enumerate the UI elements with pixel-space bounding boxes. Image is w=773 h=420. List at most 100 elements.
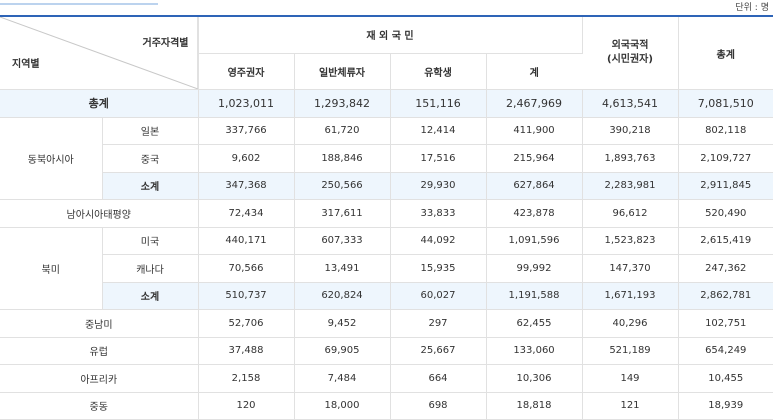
cell: 2,467,969 xyxy=(486,89,583,118)
table-row: 아프리카 2,158 7,484 664 10,306 149 10,455 xyxy=(0,364,773,393)
cell: 37,488 xyxy=(198,337,295,365)
table-row: 중남미 52,706 9,452 297 62,455 40,296 102,7… xyxy=(0,309,773,338)
cell: 12,414 xyxy=(390,117,487,145)
cell: 654,249 xyxy=(678,337,773,365)
cell: 10,306 xyxy=(486,364,583,393)
cell: 1,671,193 xyxy=(582,282,679,310)
cell: 520,490 xyxy=(678,199,773,228)
cell: 151,116 xyxy=(390,89,487,118)
cell: 102,751 xyxy=(678,309,773,338)
cell: 99,992 xyxy=(486,254,583,283)
cell: 1,293,842 xyxy=(294,89,391,118)
cell: 664 xyxy=(390,364,487,393)
cell: 2,615,419 xyxy=(678,227,773,255)
cell: 72,434 xyxy=(198,199,295,228)
table-row: 남아시아태평양 72,434 317,611 33,833 423,878 96… xyxy=(0,199,773,228)
cell: 44,092 xyxy=(390,227,487,255)
cell: 61,720 xyxy=(294,117,391,145)
group-label-northeast-asia: 동북아시아 xyxy=(0,117,103,200)
cell: 521,189 xyxy=(582,337,679,365)
cell: 337,766 xyxy=(198,117,295,145)
cell: 2,911,845 xyxy=(678,172,773,200)
cell: 62,455 xyxy=(486,309,583,338)
cell: 698 xyxy=(390,392,487,420)
region-label-latin-america: 중남미 xyxy=(0,309,199,338)
foreign-citizen-header: 외국국적 (시민권자) xyxy=(582,15,679,90)
cell: 2,862,781 xyxy=(678,282,773,310)
country-label: 중국 xyxy=(102,144,199,173)
cell: 2,158 xyxy=(198,364,295,393)
table-row: 북미 미국 440,171 607,333 44,092 1,091,596 1… xyxy=(0,227,773,310)
country-label: 미국 xyxy=(102,227,199,255)
cell: 120 xyxy=(198,392,295,420)
cell: 18,000 xyxy=(294,392,391,420)
cell: 7,081,510 xyxy=(678,89,773,118)
cell: 411,900 xyxy=(486,117,583,145)
cell: 1,893,763 xyxy=(582,144,679,173)
cell: 423,878 xyxy=(486,199,583,228)
top-link-underline xyxy=(0,3,158,5)
table-row: 중국 9,602 188,846 17,516 215,964 1,893,76… xyxy=(0,144,773,173)
region-label-africa: 아프리카 xyxy=(0,364,199,393)
cell: 60,027 xyxy=(390,282,487,310)
cell: 2,283,981 xyxy=(582,172,679,200)
cell: 133,060 xyxy=(486,337,583,365)
unit-label: 단위 : 명 xyxy=(735,3,769,13)
cell: 96,612 xyxy=(582,199,679,228)
cell: 1,191,588 xyxy=(486,282,583,310)
region-label-middle-east: 중동 xyxy=(0,392,199,420)
cell: 25,667 xyxy=(390,337,487,365)
cell: 147,370 xyxy=(582,254,679,283)
cell: 13,491 xyxy=(294,254,391,283)
general-resident-header: 일반체류자 xyxy=(294,53,391,90)
cell: 1,091,596 xyxy=(486,227,583,255)
cell: 390,218 xyxy=(582,117,679,145)
subtotal-header: 계 xyxy=(486,53,582,90)
total-header: 총계 xyxy=(678,15,773,90)
country-label: 캐나다 xyxy=(102,254,199,283)
cell: 69,905 xyxy=(294,337,391,365)
cell: 247,362 xyxy=(678,254,773,283)
cell: 2,109,727 xyxy=(678,144,773,173)
cell: 10,455 xyxy=(678,364,773,393)
cell: 627,864 xyxy=(486,172,583,200)
cell: 347,368 xyxy=(198,172,295,200)
cell: 121 xyxy=(582,392,679,420)
cell: 802,118 xyxy=(678,117,773,145)
region-label-europe: 유럽 xyxy=(0,337,199,365)
cell: 52,706 xyxy=(198,309,295,338)
table-row: 동북아시아 일본 337,766 61,720 12,414 411,900 3… xyxy=(0,117,773,200)
group-label-north-america: 북미 xyxy=(0,227,103,310)
subtotal-label: 소계 xyxy=(102,172,199,200)
region-label-south-asia-pacific: 남아시아태평양 xyxy=(0,199,199,228)
cell: 188,846 xyxy=(294,144,391,173)
cell: 70,566 xyxy=(198,254,295,283)
table-row: 유럽 37,488 69,905 25,667 133,060 521,189 … xyxy=(0,337,773,365)
cell: 317,611 xyxy=(294,199,391,228)
grand-total-label: 총계 xyxy=(0,89,199,118)
country-label: 일본 xyxy=(102,117,199,145)
criteria-label: 거주자격별 xyxy=(142,38,189,49)
cell: 297 xyxy=(390,309,487,338)
table-row: 캐나다 70,566 13,491 15,935 99,992 147,370 … xyxy=(0,254,773,283)
cell: 40,296 xyxy=(582,309,679,338)
permanent-resident-header: 영주권자 xyxy=(198,53,295,90)
subtotal-row: 소계 347,368 250,566 29,930 627,864 2,283,… xyxy=(0,172,773,200)
cell: 18,818 xyxy=(486,392,583,420)
student-header: 유학생 xyxy=(390,53,487,90)
grand-total-row: 총계 1,023,011 1,293,842 151,116 2,467,969… xyxy=(0,89,773,118)
cell: 18,939 xyxy=(678,392,773,420)
cell: 15,935 xyxy=(390,254,487,283)
overseas-koreans-table: 거주자격별 지역별 재 외 국 민 외국국적 (시민권자) 총계 영주권자 일반… xyxy=(0,15,773,420)
cell: 17,516 xyxy=(390,144,487,173)
subtotal-row: 소계 510,737 620,824 60,027 1,191,588 1,67… xyxy=(0,282,773,310)
cell: 1,523,823 xyxy=(582,227,679,255)
region-label: 지역별 xyxy=(12,59,40,70)
diagonal-header-cell: 거주자격별 지역별 xyxy=(0,15,199,90)
cell: 250,566 xyxy=(294,172,391,200)
table-row: 중동 120 18,000 698 18,818 121 18,939 xyxy=(0,392,773,420)
cell: 215,964 xyxy=(486,144,583,173)
overseas-korean-header: 재 외 국 민 xyxy=(198,15,583,54)
diagonal-line xyxy=(1,17,197,89)
cell: 607,333 xyxy=(294,227,391,255)
